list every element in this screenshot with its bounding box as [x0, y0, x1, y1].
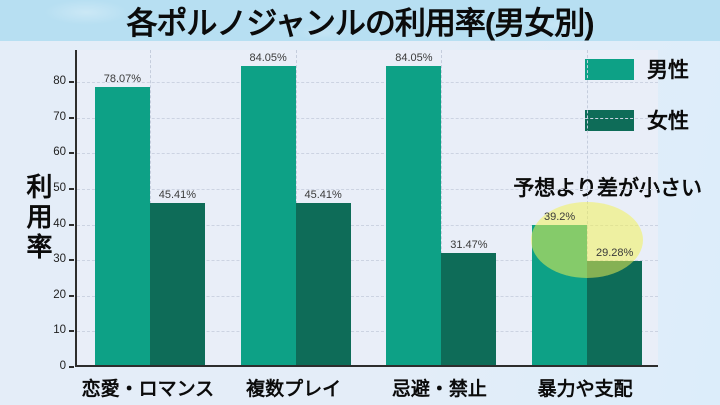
bar-value-label: 45.41% — [304, 189, 342, 202]
h-gridline — [77, 260, 658, 262]
legend-swatch-female — [585, 109, 634, 131]
y-tick-label: 50 — [53, 181, 66, 194]
h-gridline — [77, 188, 658, 190]
y-tick-mark — [69, 294, 74, 297]
plot-area: 78.07% 45.41% 84.05% 45.41% 84.05% 31.47% 39.2… — [75, 50, 658, 367]
x-tick-label-2: 忌避・禁止 — [391, 379, 487, 400]
y-tick-mark — [69, 223, 74, 226]
bar-female-1 — [295, 203, 351, 365]
y-axis-title: 利用率 — [23, 173, 53, 263]
title-banner: 各ポルノジャンルの利用率(男女別) — [0, 0, 720, 41]
y-tick-label: 40 — [53, 217, 66, 230]
legend-row-male: 男性 — [585, 54, 689, 84]
highlight-ellipse — [531, 202, 644, 278]
y-tick-label: 60 — [53, 146, 66, 159]
y-tick-mark — [69, 81, 74, 84]
y-tick-label: 10 — [53, 324, 66, 337]
bar-male-1 — [240, 65, 296, 365]
y-tick-label: 70 — [53, 110, 66, 123]
y-tick-mark — [69, 187, 74, 190]
x-tick-label-3: 暴力や支配 — [537, 379, 633, 400]
annotation-text: 予想より差が小さい — [513, 177, 702, 200]
bar-male-2 — [386, 65, 442, 365]
legend-label-female: 女性 — [647, 110, 689, 133]
h-gridline — [77, 331, 658, 333]
h-gridline — [77, 153, 658, 155]
legend-label-male: 男性 — [647, 59, 689, 82]
h-gridline — [77, 295, 658, 297]
y-tick-label: 80 — [53, 75, 66, 88]
legend: 男性 女性 — [585, 54, 689, 156]
y-tick-mark — [69, 366, 74, 368]
x-tick-label-0: 恋愛・ロマンス — [81, 379, 215, 400]
bar-male-0 — [94, 86, 150, 365]
bar-value-label: 31.47% — [450, 238, 488, 251]
h-gridline — [77, 117, 658, 119]
chart-title: 各ポルノジャンルの利用率(男女別) — [126, 6, 594, 41]
legend-row-female: 女性 — [585, 105, 689, 135]
bar-female-2 — [441, 252, 497, 365]
legend-swatch-male — [585, 58, 634, 80]
y-tick-label: 0 — [59, 360, 66, 372]
y-tick-mark — [69, 259, 74, 262]
x-tick-label-1: 複数プレイ — [246, 379, 342, 400]
bar-value-label: 84.05% — [249, 51, 287, 64]
bar-value-label: 45.41% — [158, 189, 197, 202]
h-gridline — [77, 82, 658, 84]
bar-value-label: 84.05% — [395, 51, 433, 64]
y-tick-mark — [69, 116, 74, 119]
chart-region: 利用率 78.07% 45.41% 84.05% 45.41% 84.05% 31.47%… — [0, 41, 720, 405]
bar-value-label: 78.07% — [103, 72, 142, 85]
y-tick-label: 30 — [53, 253, 66, 266]
bar-female-3 — [587, 260, 643, 365]
y-tick-mark — [69, 152, 74, 155]
v-gridline — [441, 50, 443, 365]
y-tick-label: 20 — [53, 288, 66, 301]
bar-female-0 — [149, 203, 205, 365]
h-gridline — [77, 224, 658, 226]
bar-value-label: 29.28% — [595, 246, 634, 259]
y-tick-mark — [69, 330, 74, 333]
bar-value-label: 39.2% — [544, 211, 576, 224]
